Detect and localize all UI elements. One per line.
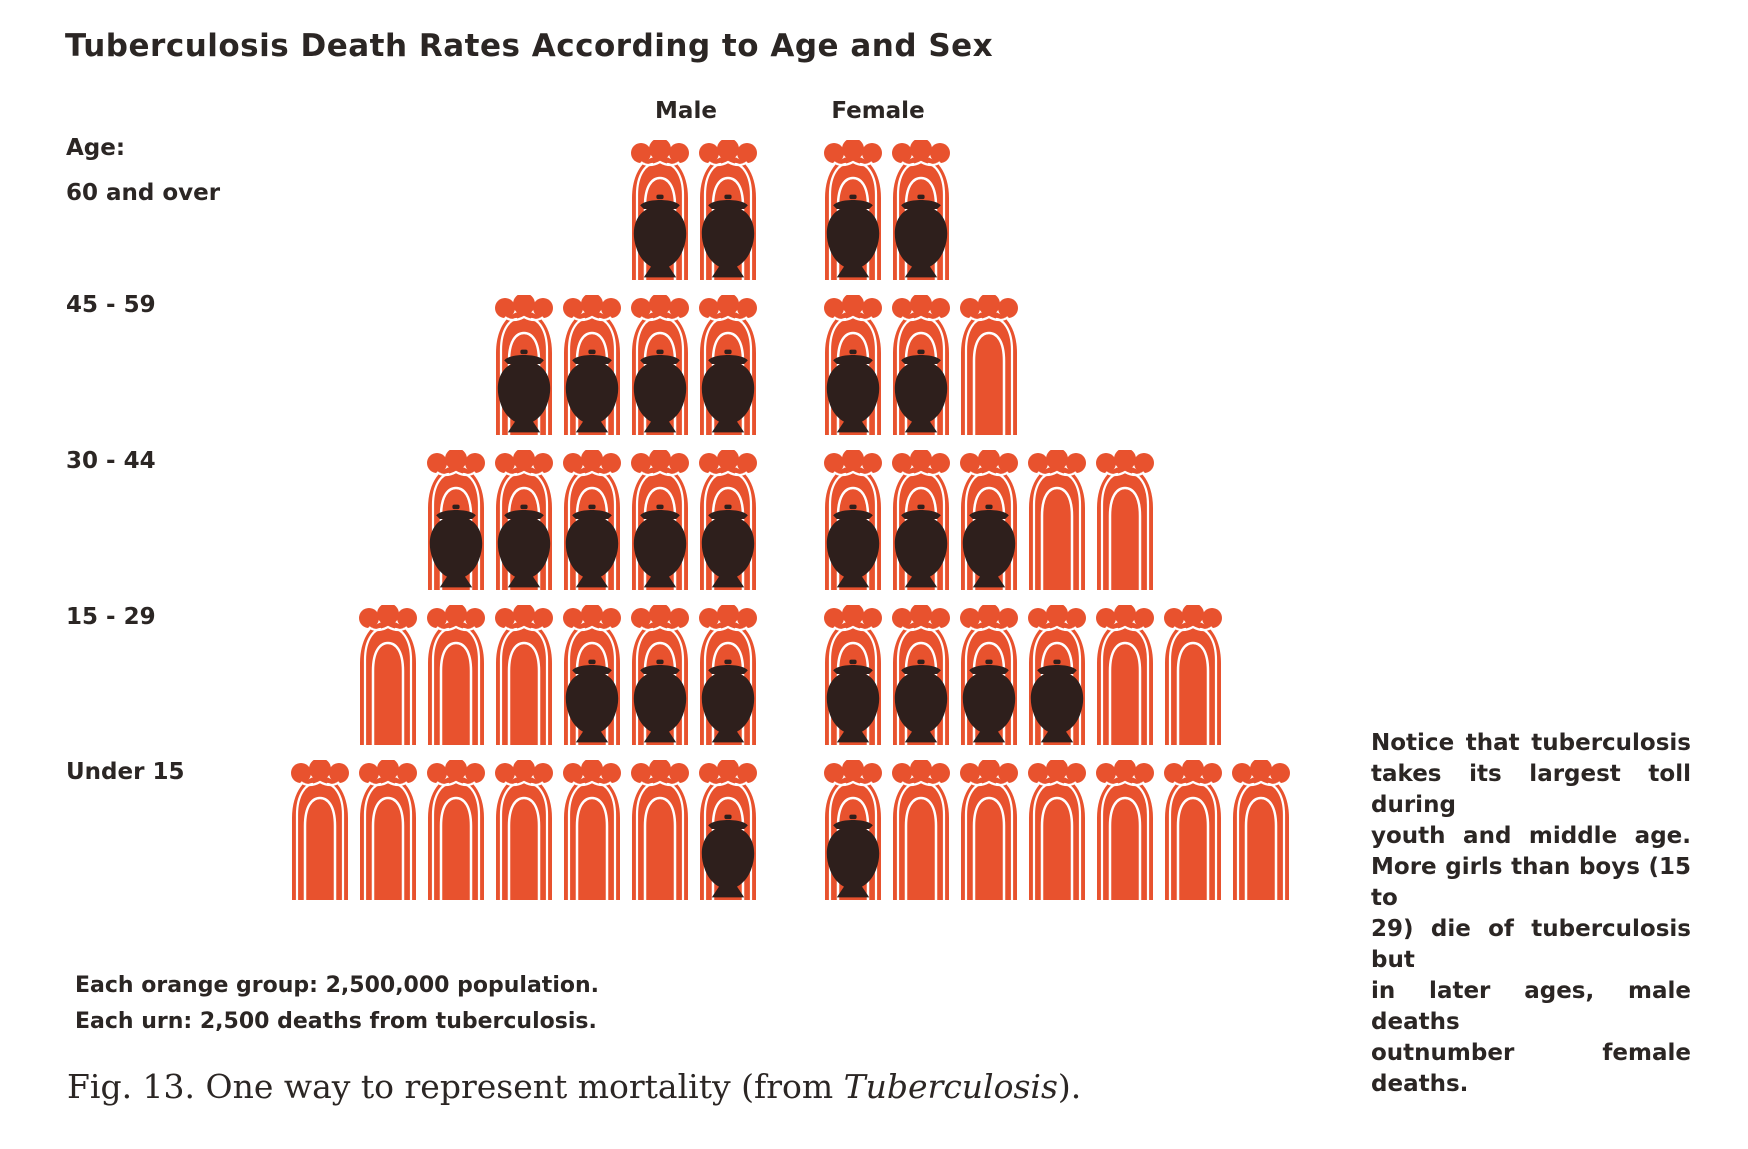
pictogram-marks — [252, 140, 1342, 900]
population-group-mark — [1298, 760, 1342, 900]
annotation-note: Notice that tuberculosis takes its large… — [1371, 728, 1691, 1100]
population-group-mark — [561, 760, 623, 900]
note-line: 29) die of tuberculosis but — [1371, 916, 1691, 973]
population-group-mark — [1026, 295, 1051, 435]
population-group-mark — [1162, 605, 1224, 745]
male-column-heading: Male — [655, 98, 717, 124]
population-group-mark — [890, 760, 952, 900]
note-line: youth and middle age. — [1371, 823, 1691, 849]
population-group-mark — [1094, 760, 1156, 900]
age-row-label: 60 and over — [66, 180, 221, 206]
female-column-heading: Female — [831, 98, 925, 124]
population-group-mark — [1162, 760, 1224, 900]
population-group-mark — [357, 760, 419, 900]
note-line: outnumber female deaths. — [1371, 1040, 1691, 1097]
urn-mark — [597, 194, 619, 278]
population-group-mark — [468, 295, 487, 435]
population-group-mark — [425, 760, 487, 900]
population-group-mark — [357, 605, 419, 745]
population-group-mark — [493, 760, 555, 900]
population-group-mark — [629, 760, 691, 900]
population-group-mark — [1162, 450, 1193, 590]
figure-caption: Fig. 13. One way to represent mortality … — [67, 1067, 1081, 1106]
population-group-mark — [1026, 450, 1088, 590]
note-line: More girls than boys (15 to — [1371, 854, 1691, 911]
chart-title: Tuberculosis Death Rates According to Ag… — [65, 28, 994, 64]
legend-urn: Each urn: 2,500 deaths from tuberculosis… — [75, 1009, 597, 1034]
population-group-mark — [1026, 760, 1088, 900]
population-group-mark — [252, 760, 283, 900]
urn-mark — [456, 349, 483, 433]
population-group-mark — [425, 605, 487, 745]
population-group-mark — [313, 605, 351, 745]
caption-italic: Tuberculosis — [843, 1067, 1058, 1106]
legend-population: Each orange group: 2,500,000 population. — [75, 973, 599, 998]
population-group-mark — [958, 295, 1020, 435]
population-group-mark — [1230, 605, 1268, 745]
age-row-label: 30 - 44 — [66, 448, 156, 474]
population-group-mark — [388, 450, 419, 590]
age-row-label: 15 - 29 — [66, 604, 156, 630]
population-group-mark — [610, 140, 623, 280]
population-group-mark — [958, 760, 1020, 900]
note-line: in later ages, male deaths — [1371, 978, 1691, 1035]
age-row-label: 45 - 59 — [66, 292, 156, 318]
note-line: takes its largest toll during — [1371, 761, 1691, 818]
note-line: Notice that tuberculosis — [1371, 730, 1691, 756]
population-group-mark — [493, 605, 555, 745]
population-group-mark — [1230, 760, 1292, 900]
age-row-label: Under 15 — [66, 759, 185, 785]
population-group-mark — [289, 760, 351, 900]
legend: Each orange group: 2,500,000 population.… — [75, 968, 599, 1040]
caption-suffix: ). — [1057, 1067, 1082, 1106]
population-group-mark — [1094, 450, 1156, 590]
caption-prefix: Fig. 13. One way to represent mortality … — [67, 1067, 844, 1106]
population-group-mark — [1094, 605, 1156, 745]
age-axis-heading: Age: — [66, 135, 126, 161]
